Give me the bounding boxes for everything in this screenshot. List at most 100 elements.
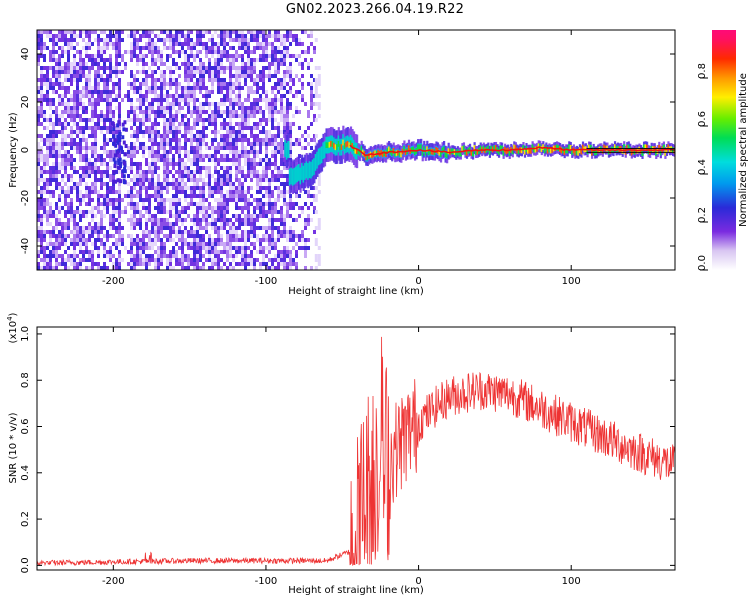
heatmap-cell [280, 50, 283, 54]
heatmap-cell [139, 46, 142, 50]
heatmap-cell [247, 218, 250, 222]
heatmap-cell [175, 98, 178, 102]
heatmap-cell [133, 174, 136, 178]
heatmap-cell [148, 162, 151, 166]
heatmap-cell [76, 226, 79, 230]
heatmap-cell [334, 144, 337, 151]
heatmap-cell [247, 86, 250, 90]
heatmap-cell [43, 158, 46, 162]
heatmap-cell [130, 246, 133, 250]
heatmap-cell [211, 238, 214, 242]
heatmap-cell [79, 34, 82, 38]
heatmap-cell [175, 262, 178, 266]
heatmap-cell [268, 114, 271, 118]
heatmap-cell [154, 42, 157, 46]
heatmap-cell [64, 70, 67, 74]
heatmap-cell [229, 182, 232, 186]
heatmap-cell [112, 182, 115, 186]
heatmap-cell [304, 246, 307, 250]
heatmap-cell [187, 174, 190, 178]
heatmap-cell [268, 66, 271, 70]
heatmap-cell [238, 34, 241, 38]
heatmap-cell [88, 194, 91, 198]
heatmap-cell [67, 218, 70, 222]
heatmap-cell [193, 246, 196, 250]
heatmap-cell [160, 98, 163, 102]
heatmap-cell [76, 190, 79, 194]
heatmap-cell [307, 134, 310, 138]
heatmap-cell [288, 168, 292, 186]
heatmap-cell [262, 202, 265, 206]
heatmap-cell [154, 34, 157, 38]
heatmap-cell [193, 58, 196, 62]
heatmap-cell [160, 138, 163, 142]
heatmap-cell [82, 242, 85, 246]
heatmap-cell [49, 134, 52, 138]
heatmap-cell [268, 250, 271, 254]
heatmap-cell [277, 198, 280, 202]
heatmap-cell [286, 122, 289, 126]
heatmap-cell [178, 122, 181, 126]
heatmap-cell [208, 146, 211, 150]
heatmap-cell [70, 70, 73, 74]
heatmap-cell [208, 242, 211, 246]
heatmap-cell [184, 190, 187, 194]
heatmap-cell [271, 242, 274, 246]
heatmap-cell [94, 242, 97, 246]
heatmap-cell [46, 86, 49, 90]
heatmap-cell [289, 106, 292, 110]
heatmap-cell [214, 178, 217, 182]
heatmap-cell [100, 74, 103, 78]
heatmap-cell [247, 42, 250, 46]
heatmap-cell [217, 106, 220, 110]
heatmap-cell [64, 226, 67, 230]
heatmap-cell [184, 146, 187, 150]
heatmap-cell [256, 142, 259, 146]
heatmap-cell [262, 42, 265, 46]
heatmap-cell [262, 226, 265, 230]
heatmap-cell [271, 122, 274, 126]
heatmap-cell [286, 114, 289, 118]
heatmap-cell [139, 90, 142, 94]
heatmap-cell [330, 140, 333, 147]
heatmap-cell [166, 226, 169, 230]
heatmap-cell [70, 262, 73, 266]
heatmap-cell [268, 194, 271, 198]
heatmap-cell [274, 30, 277, 34]
heatmap-cell [196, 238, 199, 242]
heatmap-cell [178, 30, 181, 34]
heatmap-cell [52, 178, 55, 182]
heatmap-cell [196, 210, 199, 214]
heatmap-cell [226, 198, 229, 202]
heatmap-cell [172, 198, 175, 202]
heatmap-cell [67, 142, 70, 146]
heatmap-cell [314, 210, 318, 214]
heatmap-cell [79, 102, 82, 106]
heatmap-cell [142, 182, 145, 186]
heatmap-cell [106, 58, 109, 62]
heatmap-cell [259, 98, 262, 102]
heatmap-cell [366, 154, 369, 161]
heatmap-cell [178, 158, 181, 162]
heatmap-cell [283, 58, 286, 62]
heatmap-cell [235, 86, 238, 90]
heatmap-cell [40, 154, 43, 158]
heatmap-cell [220, 146, 223, 150]
heatmap-cell [61, 138, 64, 142]
heatmap-cell [175, 198, 178, 202]
heatmap-cell [154, 262, 157, 266]
heatmap-cell [130, 262, 133, 266]
heatmap-cell [277, 186, 280, 190]
heatmap-cell [530, 147, 533, 154]
heatmap-cell [100, 238, 103, 242]
heatmap-cell [238, 86, 241, 90]
heatmap-cell [563, 149, 566, 156]
heatmap-cell [175, 214, 178, 218]
heatmap-cell [223, 202, 226, 206]
heatmap-cell [163, 170, 166, 174]
heatmap-cell [280, 62, 283, 66]
heatmap-cell [226, 30, 229, 34]
heatmap-cell [166, 82, 169, 86]
heatmap-cell [61, 130, 64, 134]
heatmap-cell [79, 98, 82, 102]
